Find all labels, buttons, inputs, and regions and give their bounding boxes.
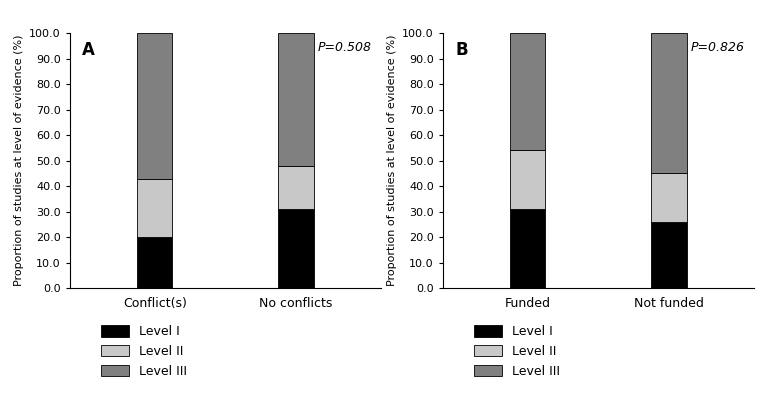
Y-axis label: Proportion of studies at level of evidence (%): Proportion of studies at level of eviden… bbox=[387, 35, 397, 286]
Text: B: B bbox=[455, 41, 468, 59]
Bar bbox=[137, 33, 172, 178]
Bar bbox=[278, 33, 314, 166]
Bar bbox=[278, 166, 314, 209]
Text: P=0.826: P=0.826 bbox=[691, 41, 744, 54]
Y-axis label: Proportion of studies at level of evidence (%): Proportion of studies at level of eviden… bbox=[14, 35, 24, 286]
Bar bbox=[510, 33, 545, 150]
Bar bbox=[651, 222, 687, 288]
Legend: Level I, Level II, Level III: Level I, Level II, Level III bbox=[101, 325, 186, 378]
Bar bbox=[278, 209, 314, 288]
Bar bbox=[651, 173, 687, 222]
Text: A: A bbox=[82, 41, 96, 59]
Bar bbox=[137, 178, 172, 237]
Bar bbox=[510, 150, 545, 209]
Legend: Level I, Level II, Level III: Level I, Level II, Level III bbox=[474, 325, 559, 378]
Bar bbox=[137, 237, 172, 288]
Bar bbox=[510, 209, 545, 288]
Bar bbox=[651, 33, 687, 173]
Text: P=0.508: P=0.508 bbox=[318, 41, 371, 54]
